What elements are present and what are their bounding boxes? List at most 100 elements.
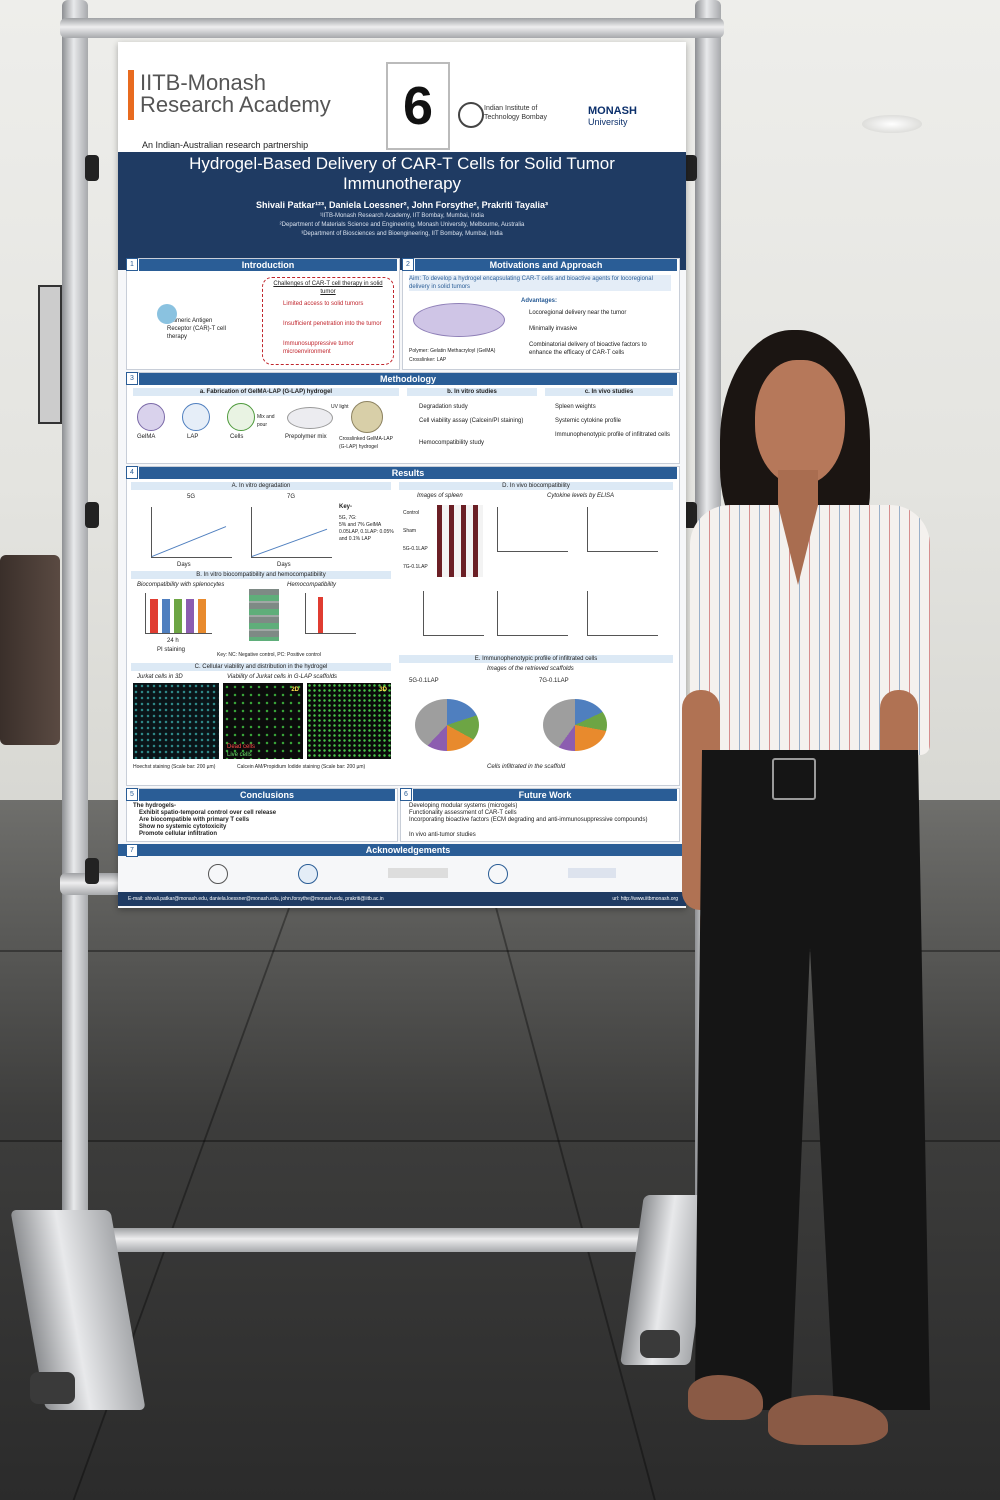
- affiliation-3: ³Department of Biosciences and Bioengine…: [301, 231, 503, 237]
- live-cells-label: Live cells: [227, 752, 252, 758]
- advantage-item: Locoregional delivery near the tumor: [529, 310, 627, 316]
- result-e-caption: Cells infiltrated in the scaffold: [487, 764, 566, 770]
- cytokine-chart: [497, 591, 568, 636]
- key-line: 0.05LAP, 0.1LAP: 0.05%: [339, 529, 394, 535]
- dead-cells-label: Dead cells: [227, 744, 256, 750]
- section-heading: Conclusions: [139, 789, 395, 801]
- sofa: [0, 555, 60, 745]
- fabrication-title: a. Fabrication of GelMA-LAP (G-LAP) hydr…: [133, 388, 399, 396]
- stand-wheel: [30, 1372, 75, 1404]
- hemolysis-chart: [305, 593, 356, 634]
- title-line2: Immunotherapy: [342, 174, 462, 193]
- poster-clip: [683, 502, 697, 528]
- key-text: 5G, 7G: 5% and 7% GelMA 0.05LAP, 0.1LAP:…: [339, 515, 395, 543]
- right-shoe: [768, 1395, 888, 1445]
- cytokine-chart: [587, 591, 658, 636]
- footer-band: [118, 892, 686, 906]
- advantage-item: Combinatorial delivery of bioactive fact…: [529, 342, 647, 356]
- result-d-title: D. In vivo biocompatibility: [399, 482, 673, 490]
- section-number: 2: [402, 258, 414, 271]
- result-c-title: C. Cellular viability and distribution i…: [131, 663, 391, 671]
- footer-url: url: http://www.iitbmonash.org: [612, 896, 678, 902]
- pie-chart-7g: [543, 699, 607, 751]
- spleen-row-label: Control: [403, 510, 420, 516]
- t-cell-icon: [157, 304, 177, 324]
- invitro-item: Cell viability assay (Calcein/PI stainin…: [419, 418, 524, 424]
- spleen-row-label: Sham: [403, 528, 417, 534]
- conclusion-item: Are biocompatible with primary T cells: [139, 817, 250, 823]
- poster-clip: [683, 155, 697, 181]
- fab-label: Crosslinked GelMA-LAP (G-LAP) hydrogel: [339, 436, 393, 450]
- fab-label: GelMA: [137, 434, 156, 440]
- section-introduction: 1 Introduction Chimeric Antigen Receptor…: [126, 258, 400, 370]
- key-line: 5% and 7% GelMA: [339, 522, 382, 528]
- affiliation-1: ¹IITB-Monash Research Academy, IIT Bomba…: [319, 213, 485, 219]
- face: [755, 360, 845, 485]
- result-c-sub: Viability of Jurkat cells in G-LAP scaff…: [227, 674, 338, 680]
- x-axis-label: 24 h: [167, 638, 179, 644]
- future-item: Developing modular systems (microgels): [409, 803, 518, 809]
- label-3d: 3D: [379, 687, 387, 693]
- sponsor-logo-icon: [298, 864, 318, 884]
- poster-number: 6: [386, 62, 450, 150]
- invitro-item: Hemocompatibility study: [419, 440, 485, 446]
- left-shoe: [688, 1375, 763, 1420]
- section-number: 1: [126, 258, 138, 271]
- org-name-line2: Research Academy: [140, 92, 331, 117]
- ack-band: [118, 844, 686, 856]
- invivo-item: Spleen weights: [555, 404, 596, 410]
- scaffold-label: 7G-0.1LAP: [539, 678, 569, 684]
- invivo-item: Immunophenotypic profile of infiltrated …: [555, 432, 671, 438]
- prepolymer-dish-icon: [287, 407, 333, 429]
- cell-images-grid: [249, 589, 279, 641]
- belt-buckle: [772, 758, 816, 800]
- key-title: Key-: [339, 504, 353, 510]
- result-c-sub: Jurkat cells in 3D: [137, 674, 183, 680]
- section-future-work: 6 Future Work Developing modular systems…: [400, 788, 680, 842]
- x-axis-label: Days: [177, 562, 191, 568]
- footer-email: E-mail: shivali.patkar@monash.edu, danie…: [128, 896, 384, 902]
- iit-seal-icon: [458, 102, 484, 128]
- poster-header: IITB-Monash Research Academy An Indian-A…: [118, 42, 686, 152]
- hydrogel-illustration: [413, 303, 505, 337]
- sponsor-logos: [158, 860, 648, 888]
- iitb-logo-bar: [128, 70, 134, 120]
- challenge-item: Limited access to solid tumors: [283, 301, 364, 307]
- fab-label: UV light: [331, 404, 349, 410]
- invivo-title: c. In vivo studies: [545, 388, 673, 396]
- sponsor-logo-icon: [568, 868, 616, 878]
- stand-wheel: [640, 1330, 680, 1358]
- pi-label: PI staining: [157, 647, 186, 653]
- lap-icon: [182, 403, 210, 431]
- iitb-logo-text: IITB-Monash Research Academy: [140, 72, 331, 116]
- label-2d: 2D: [291, 687, 299, 693]
- challenge-item: Immunosuppressive tumor microenvironment: [283, 341, 354, 355]
- future-item: In vivo anti-tumor studies: [409, 832, 476, 838]
- challenge-item: Insufficient penetration into the tumor: [283, 321, 382, 327]
- aim-text: Aim: To develop a hydrogel encapsulating…: [409, 275, 671, 291]
- result-b-sub: Biocompatibility with splenocytes: [137, 582, 225, 588]
- key-line: 5G, 7G:: [339, 515, 357, 521]
- section-motivations: 2 Motivations and Approach Aim: To devel…: [402, 258, 680, 370]
- key-line: and 0.1% LAP: [339, 536, 371, 542]
- plot-label: 7G: [287, 494, 296, 500]
- title-line1: Hydrogel-Based Delivery of CAR-T Cells f…: [189, 154, 615, 173]
- plot-label: 5G: [187, 494, 196, 500]
- degradation-plot-7g: [251, 507, 332, 558]
- monash-name: MONASH: [588, 105, 637, 117]
- monash-sub: University: [588, 117, 628, 127]
- result-b-sub: Hemocompatibility: [287, 582, 337, 588]
- section-number: 5: [126, 788, 138, 801]
- conclusion-item: Promote cellular infiltration: [139, 831, 218, 837]
- result-d-sub: Images of spleen: [417, 493, 463, 499]
- section-heading: Results: [139, 467, 677, 479]
- sponsor-logo-icon: [208, 864, 228, 884]
- poster-authors: Shivali Patkar¹²³, Daniela Loessner², Jo…: [256, 200, 548, 210]
- hydrogel-disc-icon: [351, 401, 383, 433]
- cytokine-chart: [497, 507, 568, 552]
- ceiling-light: [862, 115, 922, 133]
- result-e-title: E. Immunophenotypic profile of infiltrat…: [399, 655, 673, 663]
- invitro-title: b. In vitro studies: [407, 388, 537, 396]
- result-e-sub: Images of the retrieved scaffolds: [487, 666, 574, 672]
